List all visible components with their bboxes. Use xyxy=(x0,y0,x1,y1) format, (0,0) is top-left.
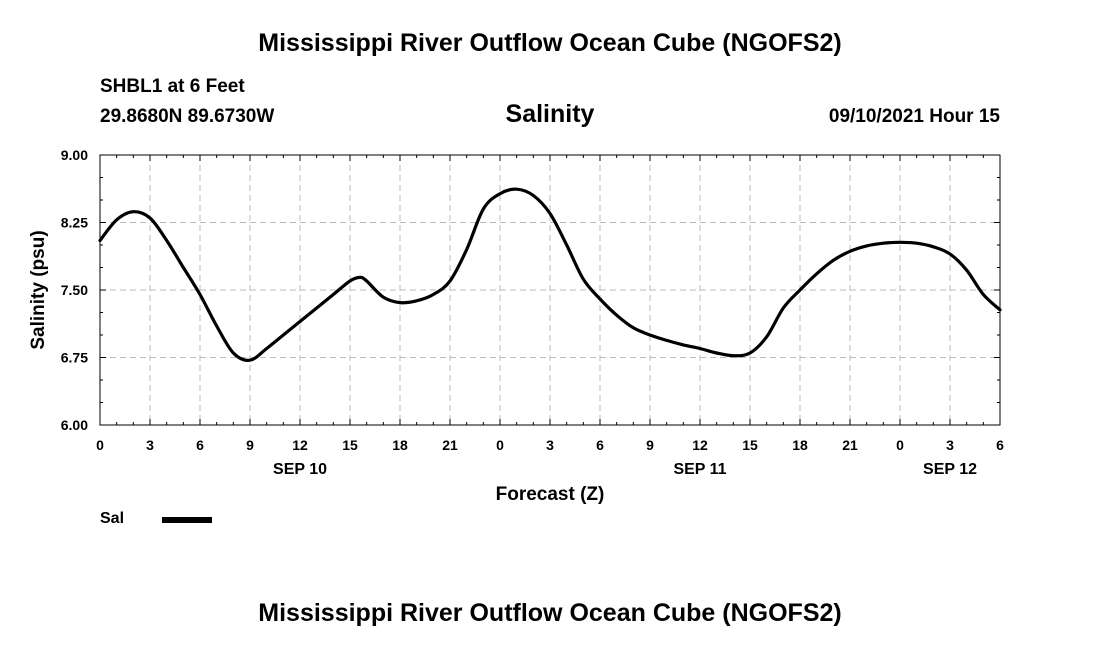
footer-title: Mississippi River Outflow Ocean Cube (NG… xyxy=(258,599,842,627)
x-tick-label: 15 xyxy=(742,437,758,453)
legend-swatch xyxy=(162,517,212,523)
x-tick-label: 15 xyxy=(342,437,358,453)
x-tick-label: 0 xyxy=(96,437,104,453)
x-axis-label: Forecast (Z) xyxy=(496,484,605,505)
x-tick-label: 9 xyxy=(246,437,254,453)
x-tick-label: 12 xyxy=(692,437,708,453)
y-tick-label: 6.00 xyxy=(61,417,88,433)
y-tick-label: 9.00 xyxy=(61,147,88,163)
legend-label: Sal xyxy=(100,510,125,527)
x-tick-label: 0 xyxy=(896,437,904,453)
date-label: SEP 10 xyxy=(273,461,327,478)
variable-title: Salinity xyxy=(505,100,595,128)
y-tick-label: 8.25 xyxy=(61,215,88,231)
x-tick-label: 3 xyxy=(946,437,954,453)
x-tick-label: 18 xyxy=(792,437,808,453)
y-axis-label: Salinity (psu) xyxy=(28,230,49,349)
x-tick-label: 6 xyxy=(596,437,604,453)
x-tick-label: 9 xyxy=(646,437,654,453)
date-label: SEP 12 xyxy=(923,461,977,478)
date-label: SEP 11 xyxy=(673,461,726,478)
x-tick-label: 0 xyxy=(496,437,504,453)
series-line-sal xyxy=(98,187,1002,362)
y-tick-label: 7.50 xyxy=(61,282,88,298)
x-tick-label: 12 xyxy=(292,437,308,453)
y-tick-label: 6.75 xyxy=(61,350,88,366)
x-tick-label: 3 xyxy=(146,437,154,453)
x-tick-label: 18 xyxy=(392,437,408,453)
x-tick-label: 6 xyxy=(996,437,1004,453)
coordinates-label: 29.8680N 89.6730W xyxy=(100,106,275,127)
x-tick-label: 3 xyxy=(546,437,554,453)
x-tick-label: 21 xyxy=(842,437,858,453)
station-label: SHBL1 at 6 Feet xyxy=(100,76,245,97)
x-tick-label: 6 xyxy=(196,437,204,453)
forecast-timestamp: 09/10/2021 Hour 15 xyxy=(828,106,1000,127)
plot-frame xyxy=(99,154,1001,426)
x-tick-label: 21 xyxy=(442,437,458,453)
page-title: Mississippi River Outflow Ocean Cube (NG… xyxy=(258,29,842,57)
